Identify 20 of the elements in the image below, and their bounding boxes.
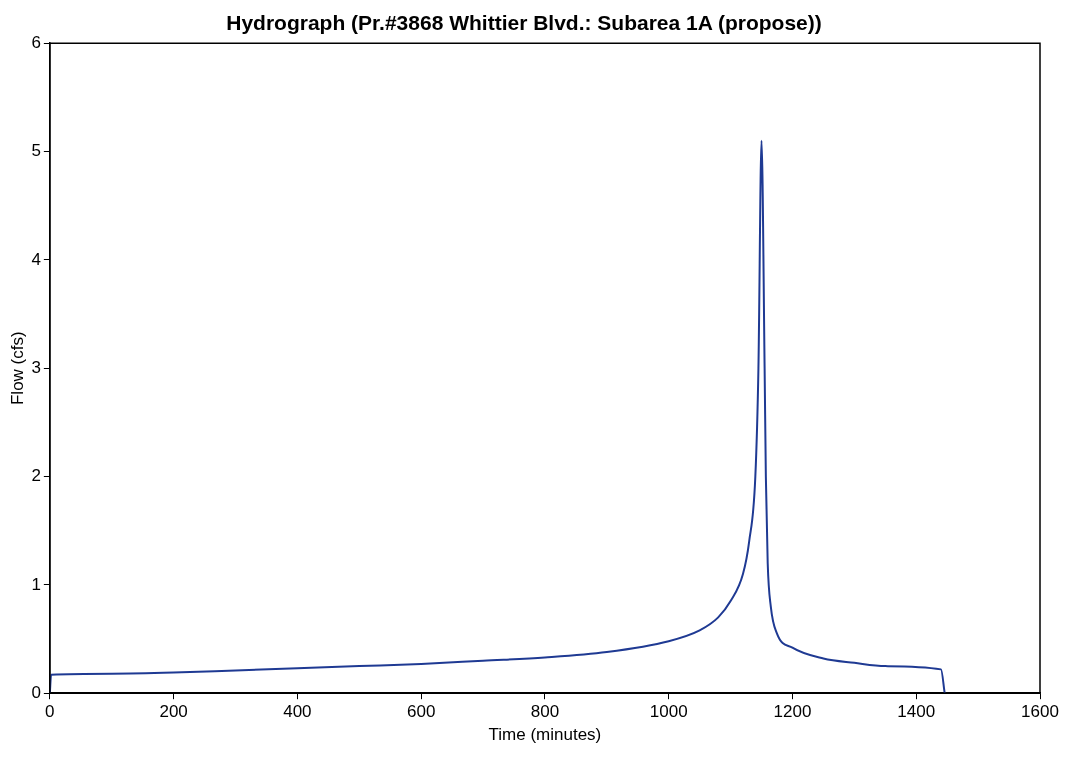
x-tick-label: 1000 (649, 702, 688, 722)
x-tick-label: 1600 (1021, 702, 1059, 722)
x-axis-title: Time (minutes) (488, 725, 602, 745)
y-tick-label: 1 (31, 574, 41, 594)
x-tick-label: 1400 (897, 702, 936, 722)
x-tick-label: 0 (45, 702, 55, 722)
x-tick-label: 200 (159, 702, 188, 722)
line-series (49, 139, 946, 694)
y-tick-label: 6 (31, 32, 41, 52)
chart-title: Hydrograph (Pr.#3868 Whittier Blvd.: Subarea 1A (propose)) (226, 11, 822, 35)
y-tick-label: 0 (31, 682, 41, 702)
x-tick-label: 1200 (773, 702, 812, 722)
y-tick-label: 5 (31, 141, 41, 161)
y-axis-title: Flow (cfs) (7, 331, 27, 406)
x-tick-label: 400 (283, 702, 312, 722)
y-tick-label: 3 (31, 357, 41, 377)
y-tick-label: 4 (31, 249, 41, 269)
x-tick-label: 600 (406, 702, 436, 722)
y-tick-label: 2 (31, 466, 41, 486)
x-tick-label: 800 (530, 702, 560, 722)
